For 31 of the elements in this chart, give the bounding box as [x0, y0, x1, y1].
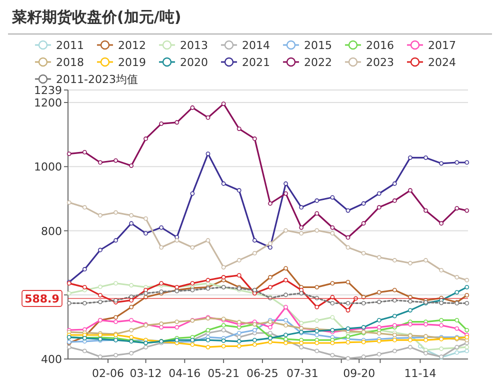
legend-label: 2011-2023均值 — [56, 73, 138, 86]
chart-title: 菜籽期货收盘价(加元/吨) — [11, 8, 182, 26]
x-tick-label: 07-31 — [286, 367, 318, 380]
x-tick-label: 05-21 — [208, 367, 240, 380]
x-tick-label: 02-06 — [92, 367, 124, 380]
legend-label: 2014 — [242, 39, 270, 52]
legend-label: 2022 — [304, 56, 332, 69]
legend-label: 2013 — [180, 39, 208, 52]
x-tick-label: 09-20 — [343, 367, 376, 380]
legend-label: 2020 — [180, 56, 208, 69]
y-tick-label: 1200 — [34, 96, 62, 110]
legend-label: 2016 — [366, 39, 394, 52]
legend-label: 2017 — [428, 39, 456, 52]
x-tick-label: 06-25 — [246, 367, 278, 380]
legend-label: 2011 — [56, 39, 84, 52]
x-tick-label: 04-16 — [168, 367, 201, 380]
ref-line: 588.9 — [22, 290, 468, 307]
y-tick-label: 400 — [41, 353, 62, 366]
legend-label: 2023 — [366, 56, 394, 69]
y-tick-label: 1239 — [34, 84, 62, 97]
x-tick-label: 11-14 — [404, 367, 436, 380]
ref-line-label: 588.9 — [24, 292, 60, 306]
legend-label: 2019 — [118, 56, 146, 69]
legend-label: 2021 — [242, 56, 270, 69]
legend-label: 2015 — [304, 39, 332, 52]
x-tick-label: 03-12 — [130, 367, 162, 380]
legend-label: 2018 — [56, 56, 84, 69]
legend-label: 2024 — [428, 56, 456, 69]
y-tick-label: 1000 — [34, 160, 62, 174]
legend-label: 2012 — [118, 39, 146, 52]
y-tick-label: 800 — [41, 224, 62, 238]
